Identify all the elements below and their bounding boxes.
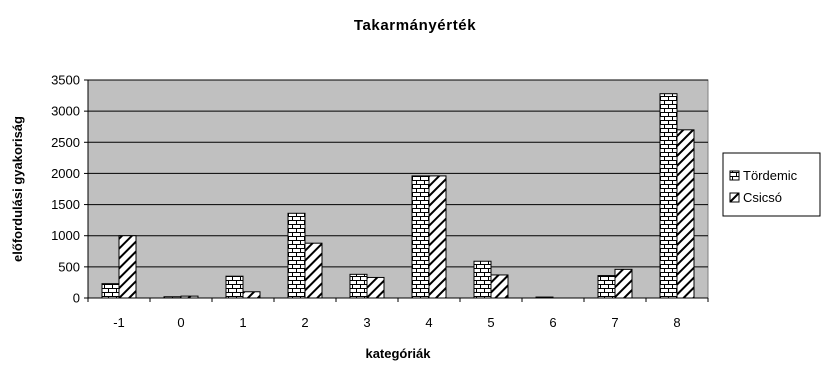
bar-tordemic (411, 175, 430, 299)
x-tick-label: 2 (301, 315, 308, 330)
bar-csicso (118, 235, 137, 299)
x-tick-label: 0 (177, 315, 184, 330)
x-axis-label: kategóriák (365, 346, 431, 361)
bar-csicso (242, 291, 261, 299)
y-tick-label: 3500 (51, 73, 80, 88)
x-tick-label: 8 (673, 315, 680, 330)
y-axis-label: előfordulási gyakoriság (10, 116, 25, 262)
bar-tordemic (473, 260, 492, 299)
y-tick-label: 1000 (51, 228, 80, 243)
bars (101, 93, 695, 299)
bar-tordemic (597, 275, 616, 299)
bar-tordemic (225, 275, 244, 299)
x-tick-label: 6 (549, 315, 556, 330)
x-tick-label: 7 (611, 315, 618, 330)
bar-csicso (490, 274, 509, 299)
bar-csicso (304, 242, 323, 299)
legend: Tördemic Csicsó (722, 152, 821, 217)
x-tick-label: 5 (487, 315, 494, 330)
y-tick-label: 0 (73, 291, 80, 306)
bar-tordemic (101, 283, 120, 299)
chart-title: Takarmányérték (354, 17, 476, 34)
y-axis-ticks: 0 500 1000 1500 2000 2500 3000 3500 (51, 73, 88, 306)
gridlines (88, 79, 708, 268)
bar-csicso (614, 268, 633, 299)
x-tick-label: -1 (113, 315, 125, 330)
x-tick-label: 4 (425, 315, 432, 330)
bar-tordemic (287, 212, 306, 299)
bar-csicso (366, 276, 385, 299)
legend-swatch-csicso (729, 192, 740, 203)
x-tick-label: 3 (363, 315, 370, 330)
y-tick-label: 500 (58, 259, 80, 274)
x-tick-label: 1 (239, 315, 246, 330)
plot-area (87, 79, 709, 299)
legend-label-tordemic: Tördemic (743, 168, 798, 183)
legend-label-csicso: Csicsó (743, 190, 782, 205)
bar-tordemic (349, 273, 368, 299)
y-tick-label: 2000 (51, 166, 80, 181)
y-tick-label: 3000 (51, 104, 80, 119)
bar-tordemic (659, 93, 678, 299)
bar-csicso (676, 129, 695, 299)
x-axis-ticks: -1 0 1 2 3 4 5 6 7 8 (87, 298, 709, 330)
legend-box (722, 152, 821, 217)
y-tick-label: 2500 (51, 135, 80, 150)
bar-csicso (428, 175, 447, 299)
y-tick-label: 1500 (51, 197, 80, 212)
legend-swatch-tordemic (729, 170, 740, 181)
